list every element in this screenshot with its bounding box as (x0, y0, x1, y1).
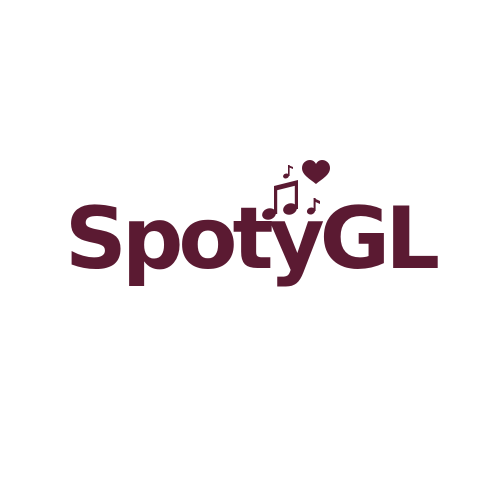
beamed-note-icon (262, 180, 298, 220)
logo-wordmark: SpotyGL (0, 196, 500, 282)
music-notes-heart-icon (262, 160, 330, 220)
heart-icon (302, 160, 330, 184)
right-note-icon (306, 198, 320, 215)
brand-name: SpotyGL (64, 189, 440, 289)
small-note-icon (283, 165, 293, 179)
